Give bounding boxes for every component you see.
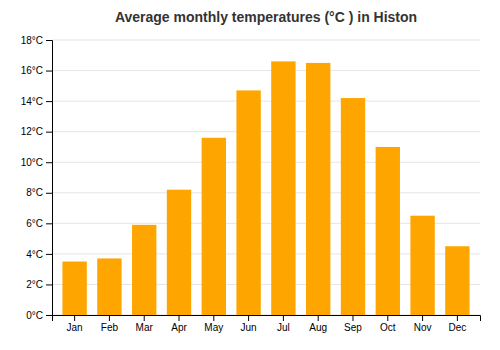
x-tick: Apr [171, 315, 187, 333]
y-tick: 4°C [26, 249, 52, 260]
bar [62, 262, 86, 315]
grid-line [52, 162, 480, 163]
grid-line [52, 40, 480, 41]
y-tick-label: 14°C [21, 96, 43, 107]
x-tick-label: Mar [136, 322, 154, 333]
x-tick-mark [179, 315, 180, 321]
x-tick-mark [213, 315, 214, 321]
x-tick-label: Apr [171, 322, 187, 333]
y-axis: 0°C 2°C 4°C 6°C 8°C 10°C 12°C 14°C 16°C 18°C [21, 35, 53, 321]
x-tick: Oct [380, 315, 396, 333]
y-tick-mark [46, 315, 52, 316]
bar [202, 138, 226, 315]
x-tick-mark [109, 315, 110, 321]
x-tick-mark [318, 315, 319, 321]
x-tick: Feb [101, 315, 119, 333]
x-tick-label: Oct [380, 322, 396, 333]
bar [341, 98, 365, 315]
x-tick-mark [248, 315, 249, 321]
bars [62, 61, 469, 315]
bar [167, 190, 191, 315]
bar [306, 63, 330, 315]
y-tick-label: 4°C [26, 249, 43, 260]
y-tick-label: 8°C [26, 187, 43, 198]
x-tick-mark [352, 315, 353, 321]
y-tick: 18°C [21, 35, 52, 46]
grid [52, 40, 480, 315]
x-tick-label: Jul [277, 322, 290, 333]
y-axis-line [46, 41, 53, 316]
y-tick-label: 10°C [21, 157, 43, 168]
x-tick-mark [74, 315, 75, 321]
grid-line [52, 131, 480, 132]
x-tick-label: May [204, 322, 223, 333]
bar [445, 246, 469, 315]
bar [271, 61, 295, 315]
y-tick: 0°C [26, 310, 52, 321]
x-tick: Sep [344, 315, 362, 333]
x-tick-mark [144, 315, 145, 321]
chart: 0°C 2°C 4°C 6°C 8°C 10°C 12°C 14°C 16°C 18°C Jan Fe… [0, 0, 500, 350]
grid-line [52, 192, 480, 193]
y-tick-label: 18°C [21, 35, 43, 46]
x-tick-label: Nov [414, 322, 432, 333]
x-tick-mark [457, 315, 458, 321]
x-tick-label: Jun [241, 322, 257, 333]
x-tick: Jun [241, 315, 257, 333]
y-tick-mark [46, 40, 52, 41]
x-tick: May [204, 315, 223, 333]
y-tick-mark [46, 162, 52, 163]
y-tick-mark [46, 254, 52, 255]
x-tick: Mar [136, 315, 154, 333]
x-tick: Jul [277, 315, 290, 333]
x-tick-label: Jan [67, 322, 83, 333]
y-tick-label: 12°C [21, 126, 43, 137]
bar [376, 147, 400, 315]
bar [97, 258, 121, 315]
bar [236, 90, 260, 315]
y-tick-mark [46, 223, 52, 224]
x-tick: Aug [309, 315, 327, 333]
y-tick-mark [46, 193, 52, 194]
y-tick-label: 2°C [26, 279, 43, 290]
y-tick: 2°C [26, 279, 52, 290]
y-tick: 12°C [21, 126, 52, 137]
x-tick-label: Feb [101, 322, 119, 333]
y-tick: 8°C [26, 187, 52, 198]
x-axis: Jan Feb Mar Apr May Jun Jul Aug Sep Oct Nov Dec [53, 315, 481, 333]
x-tick: Dec [448, 315, 466, 333]
y-tick-mark [46, 132, 52, 133]
y-tick: 16°C [21, 65, 52, 76]
grid-line [52, 101, 480, 102]
plot: 0°C 2°C 4°C 6°C 8°C 10°C 12°C 14°C 16°C 18°C Jan Fe… [21, 35, 481, 333]
y-tick: 6°C [26, 218, 52, 229]
x-tick: Jan [67, 315, 83, 333]
bar [410, 216, 434, 315]
x-axis-line [53, 316, 481, 322]
x-tick-mark [422, 315, 423, 321]
y-tick-label: 0°C [26, 310, 43, 321]
x-tick-label: Sep [344, 322, 362, 333]
y-tick-mark [46, 101, 52, 102]
x-tick: Nov [414, 315, 432, 333]
y-tick-mark [46, 71, 52, 72]
x-tick-mark [283, 315, 284, 321]
title: Average monthly temperatures (°C ) in Hi… [115, 9, 417, 25]
y-tick: 10°C [21, 157, 52, 168]
grid-line [52, 70, 480, 71]
y-tick-mark [46, 284, 52, 285]
x-tick-mark [387, 315, 388, 321]
x-tick-label: Dec [448, 322, 466, 333]
y-tick-label: 16°C [21, 65, 43, 76]
x-tick-label: Aug [309, 322, 327, 333]
y-tick: 14°C [21, 96, 52, 107]
bar [132, 225, 156, 315]
y-tick-label: 6°C [26, 218, 43, 229]
